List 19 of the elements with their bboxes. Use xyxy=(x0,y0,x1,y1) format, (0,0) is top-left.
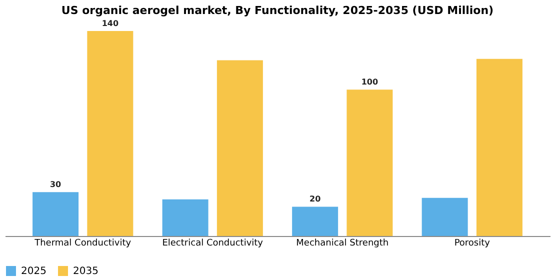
bar xyxy=(32,192,79,236)
chart-title: US organic aerogel market, By Functionality, 2025-2035 (USD Million) xyxy=(61,4,494,17)
bar xyxy=(162,199,208,236)
legend-label: 2035 xyxy=(73,266,98,277)
x-tick-label: Electrical Conductivity xyxy=(162,238,264,248)
legend-label: 2025 xyxy=(21,266,46,277)
x-tick-label: Thermal Conductivity xyxy=(34,238,132,248)
x-tick-label: Porosity xyxy=(454,238,491,248)
bar xyxy=(216,60,263,236)
data-label: 20 xyxy=(309,194,322,204)
data-label: 30 xyxy=(50,180,62,190)
bar xyxy=(87,31,134,236)
bar xyxy=(292,206,338,236)
data-label: 140 xyxy=(102,19,119,28)
bar xyxy=(422,198,468,236)
data-label: 100 xyxy=(361,78,378,87)
bar xyxy=(476,58,522,236)
bar xyxy=(346,90,393,236)
x-tick-label: Mechanical Strength xyxy=(296,238,389,248)
